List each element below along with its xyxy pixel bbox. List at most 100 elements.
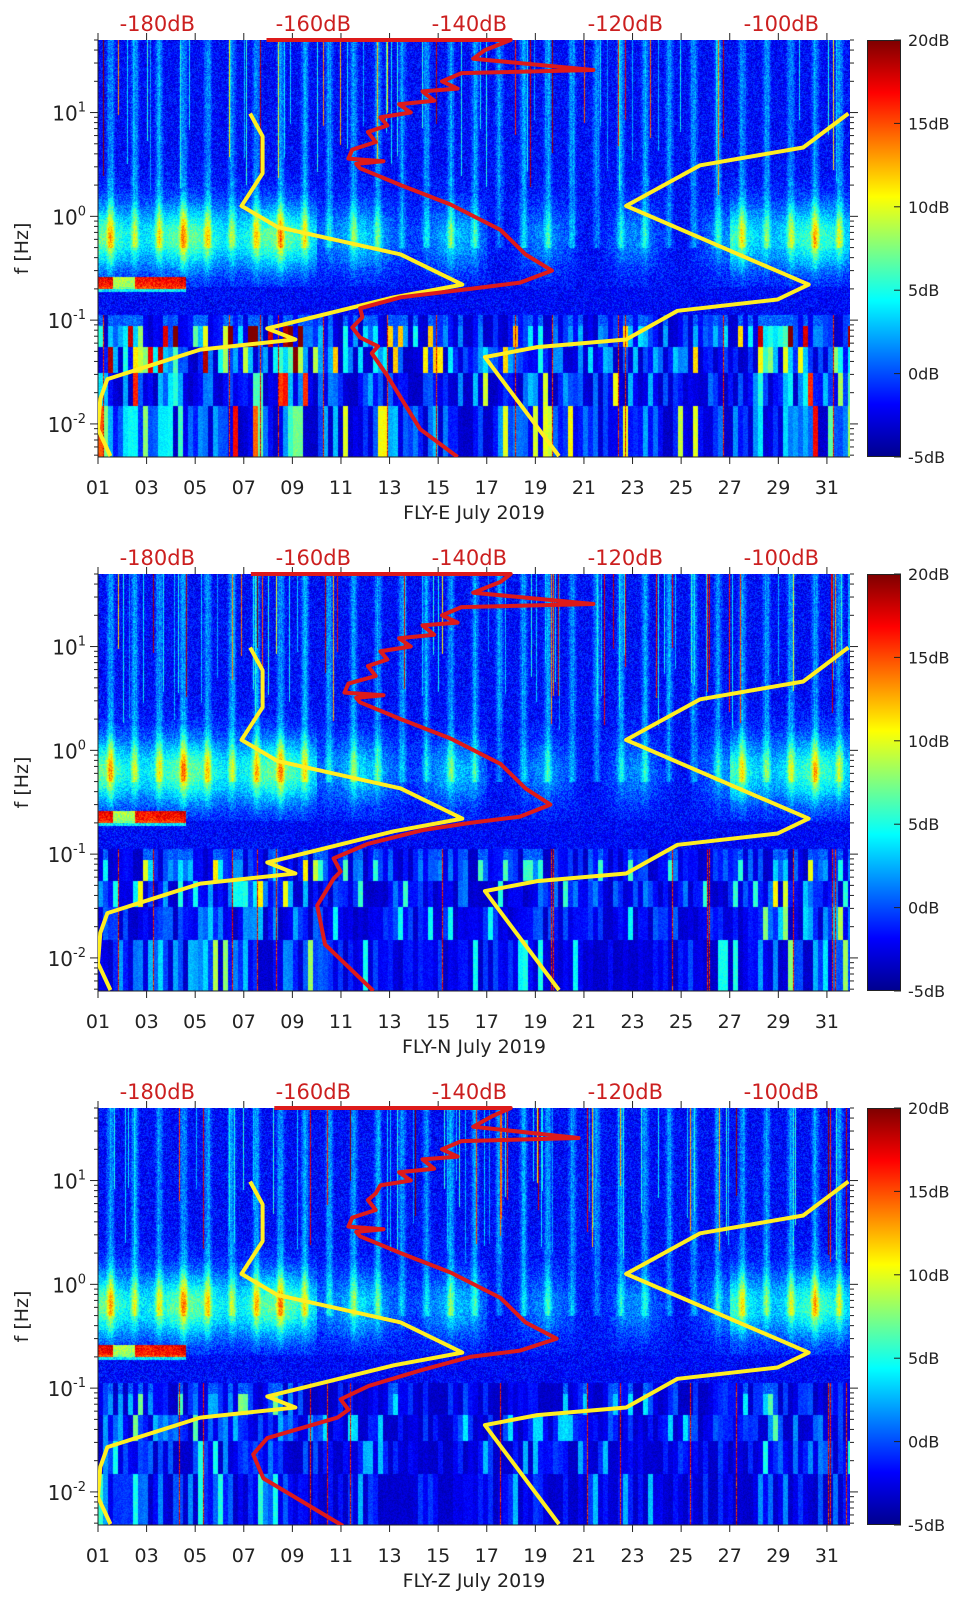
y-tick-base: 10 — [52, 739, 77, 763]
x-tick-label: 17 — [475, 1011, 499, 1033]
x-tick-label: 31 — [815, 1011, 839, 1033]
y-tick-label: 10-2 — [48, 1480, 86, 1505]
y-tick-label: 100 — [52, 738, 86, 763]
colorbar-tick-label: 20dB — [908, 1099, 950, 1118]
y-tick-base: 10 — [48, 1377, 73, 1401]
top-db-tick-label: -180dB — [120, 546, 195, 570]
y-tick-base: 10 — [48, 1481, 73, 1505]
y-axis-label: f [Hz] — [11, 1291, 33, 1343]
x-tick-label: 11 — [329, 477, 353, 499]
low-noise-model-line — [98, 112, 465, 457]
colorbar-tick-label: 15dB — [908, 648, 950, 667]
y-axis-label: f [Hz] — [11, 757, 33, 809]
x-tick-label: 27 — [718, 477, 742, 499]
y-tick-exponent: -1 — [73, 1376, 86, 1391]
x-tick-label: 23 — [620, 1545, 644, 1567]
x-tick-label: 19 — [523, 1011, 547, 1033]
x-tick-label: 25 — [669, 477, 693, 499]
colorbar-tick-label: 20dB — [908, 31, 950, 50]
x-tick-label: 25 — [669, 1011, 693, 1033]
colorbar-tick-label: -5dB — [908, 1516, 945, 1535]
x-tick-label: 27 — [718, 1011, 742, 1033]
x-tick-label: 11 — [329, 1545, 353, 1567]
y-tick-label: 10-1 — [48, 1376, 86, 1401]
x-tick-label: 19 — [523, 1545, 547, 1567]
x-tick-label: 31 — [815, 1545, 839, 1567]
x-tick-label: 21 — [572, 1011, 596, 1033]
y-tick-base: 10 — [52, 1273, 77, 1297]
y-tick-label: 10-1 — [48, 842, 86, 867]
x-tick-label: 11 — [329, 1011, 353, 1033]
y-tick-label: 100 — [52, 204, 86, 229]
y-tick-exponent: 1 — [78, 101, 86, 116]
top-db-tick-label: -160dB — [276, 1080, 351, 1104]
colorbar-tick-label: 5dB — [908, 1349, 939, 1368]
y-tick-label: 10-1 — [48, 308, 86, 333]
top-db-tick-label: -100dB — [744, 1080, 819, 1104]
x-axis-label: FLY-E July 2019 — [403, 502, 545, 524]
y-tick-base: 10 — [52, 1170, 77, 1194]
colorbar — [867, 40, 901, 457]
colorbar — [867, 1108, 901, 1525]
x-tick-label: 29 — [766, 1545, 790, 1567]
y-tick-exponent: 1 — [78, 635, 86, 650]
x-tick-label: 05 — [183, 1011, 207, 1033]
y-tick-label: 101 — [52, 1169, 86, 1194]
y-tick-exponent: -1 — [73, 308, 86, 323]
x-tick-label: 19 — [523, 477, 547, 499]
x-tick-label: 03 — [135, 477, 159, 499]
x-tick-label: 15 — [426, 1011, 450, 1033]
station-noise-line — [251, 1106, 581, 1525]
x-tick-label: 01 — [86, 477, 110, 499]
colorbar-tick-label: -5dB — [908, 448, 945, 467]
x-tick-label: 15 — [426, 1545, 450, 1567]
colorbar-tick-label: 0dB — [908, 899, 939, 918]
x-tick-label: 21 — [572, 1545, 596, 1567]
y-tick-base: 10 — [48, 309, 73, 333]
high-noise-model-line — [482, 111, 850, 457]
x-tick-label: 05 — [183, 477, 207, 499]
top-db-tick-label: -100dB — [744, 546, 819, 570]
x-tick-label: 27 — [718, 1545, 742, 1567]
colorbar-tick-label: 5dB — [908, 815, 939, 834]
colorbar-tick-label: 0dB — [908, 1433, 939, 1452]
x-tick-label: 09 — [280, 477, 304, 499]
colorbar-tick-label: 15dB — [908, 114, 950, 133]
x-tick-label: 29 — [766, 477, 790, 499]
y-tick-base: 10 — [48, 947, 73, 971]
x-tick-label: 13 — [377, 1545, 401, 1567]
y-tick-label: 101 — [52, 635, 86, 660]
colorbar-tick-label: 20dB — [908, 565, 950, 584]
y-tick-exponent: 0 — [78, 204, 86, 219]
top-db-tick-label: -140dB — [432, 1080, 507, 1104]
colorbar-tick-label: 10dB — [908, 732, 950, 751]
x-tick-label: 01 — [86, 1545, 110, 1567]
x-tick-label: 17 — [475, 477, 499, 499]
y-tick-label: 10-2 — [48, 412, 86, 437]
x-tick-label: 05 — [183, 1545, 207, 1567]
x-tick-label: 29 — [766, 1011, 790, 1033]
x-tick-label: 07 — [232, 1011, 256, 1033]
y-tick-exponent: -2 — [73, 946, 86, 961]
station-noise-line — [250, 572, 596, 991]
colorbar — [867, 574, 901, 991]
top-db-tick-label: -180dB — [120, 1080, 195, 1104]
high-noise-model-line — [482, 1179, 850, 1525]
x-tick-label: 03 — [135, 1011, 159, 1033]
x-tick-label: 01 — [86, 1011, 110, 1033]
top-db-tick-label: -140dB — [432, 12, 507, 36]
colorbar-tick-label: 5dB — [908, 281, 939, 300]
y-tick-base: 10 — [52, 636, 77, 660]
y-tick-exponent: 0 — [78, 738, 86, 753]
y-tick-base: 10 — [48, 413, 73, 437]
x-tick-label: 09 — [280, 1011, 304, 1033]
y-tick-exponent: 0 — [78, 1272, 86, 1287]
top-db-tick-label: -160dB — [276, 546, 351, 570]
y-tick-exponent: -2 — [73, 412, 86, 427]
y-tick-exponent: -2 — [73, 1480, 86, 1495]
